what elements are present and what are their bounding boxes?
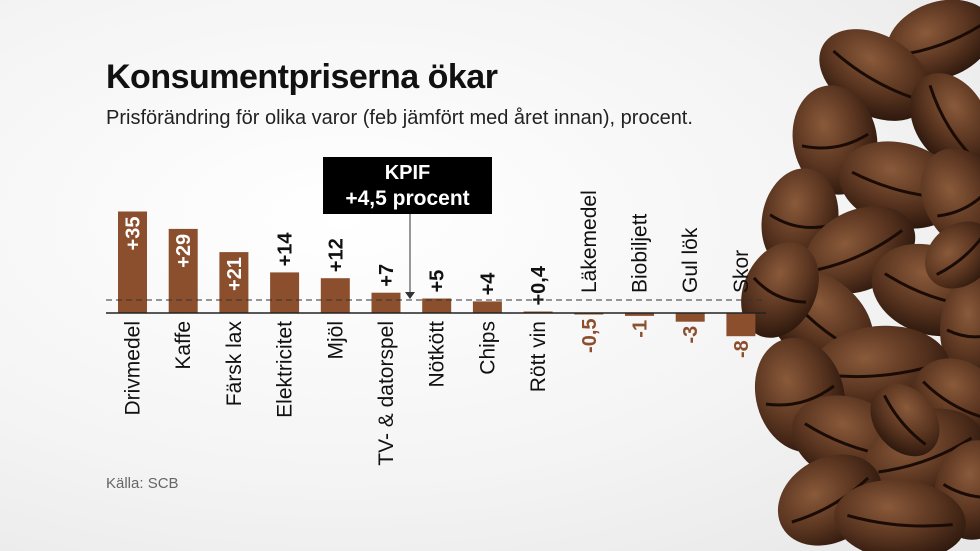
kpif-pointer-arrowhead: [405, 291, 415, 299]
category-label: Biobiljett: [629, 213, 652, 293]
value-label: +4: [477, 272, 499, 296]
bar: [320, 278, 350, 313]
value-label: +7: [376, 264, 398, 287]
value-label: +35: [123, 217, 145, 251]
coffee-bean: [920, 148, 980, 252]
value-label: +12: [325, 238, 347, 272]
category-label: Gul lök: [679, 227, 702, 293]
bar: [270, 272, 300, 313]
coffee-bean: [834, 479, 966, 551]
category-label: Mjöl: [324, 321, 347, 360]
category-label: Skor: [730, 250, 753, 293]
bar: [726, 313, 756, 337]
kpif-value: +4,5 procent: [345, 187, 470, 210]
value-label: +21: [224, 257, 246, 291]
source-note: Källa: SCB: [106, 475, 179, 492]
bar: [675, 313, 705, 322]
coffee-bean: [910, 73, 980, 167]
category-label: TV- & datorspel: [375, 321, 398, 466]
value-label: +5: [427, 270, 449, 293]
value-label: -8: [731, 340, 753, 358]
coffee-bean: [741, 242, 819, 338]
bar: [219, 252, 249, 313]
category-label: Chips: [476, 321, 499, 375]
value-label: -3: [680, 326, 702, 344]
kpif-label: KPIF: [384, 162, 431, 184]
value-label: -1: [630, 320, 652, 338]
category-label: Nötkött: [426, 321, 449, 388]
category-label: Elektricitet: [274, 321, 297, 418]
coffee-bean: [925, 221, 980, 289]
bar: [625, 313, 654, 316]
category-label: Drivmedel: [122, 321, 145, 416]
value-label: +14: [275, 232, 297, 267]
value-label: +29: [173, 234, 195, 268]
bar: [422, 298, 452, 313]
chart-title: Konsumentpriserna ökar: [106, 58, 498, 96]
bar: [168, 228, 198, 313]
value-label: -0,5: [579, 319, 601, 353]
coffee-bean: [940, 275, 980, 385]
category-label: Kaffe: [172, 321, 195, 370]
bar: [118, 211, 147, 313]
bar: [472, 301, 502, 313]
category-label: Rött vin: [527, 321, 550, 392]
category-label: Läkemedel: [578, 190, 601, 293]
chart-subtitle: Prisförändring för olika varor (feb jämf…: [106, 107, 693, 129]
category-label: Färsk lax: [223, 321, 246, 407]
coffee-bean: [870, 383, 940, 457]
value-label: +0,4: [528, 265, 550, 305]
kpif-callout: KPIF +4,5 procent: [323, 157, 492, 214]
bar: [371, 292, 401, 313]
